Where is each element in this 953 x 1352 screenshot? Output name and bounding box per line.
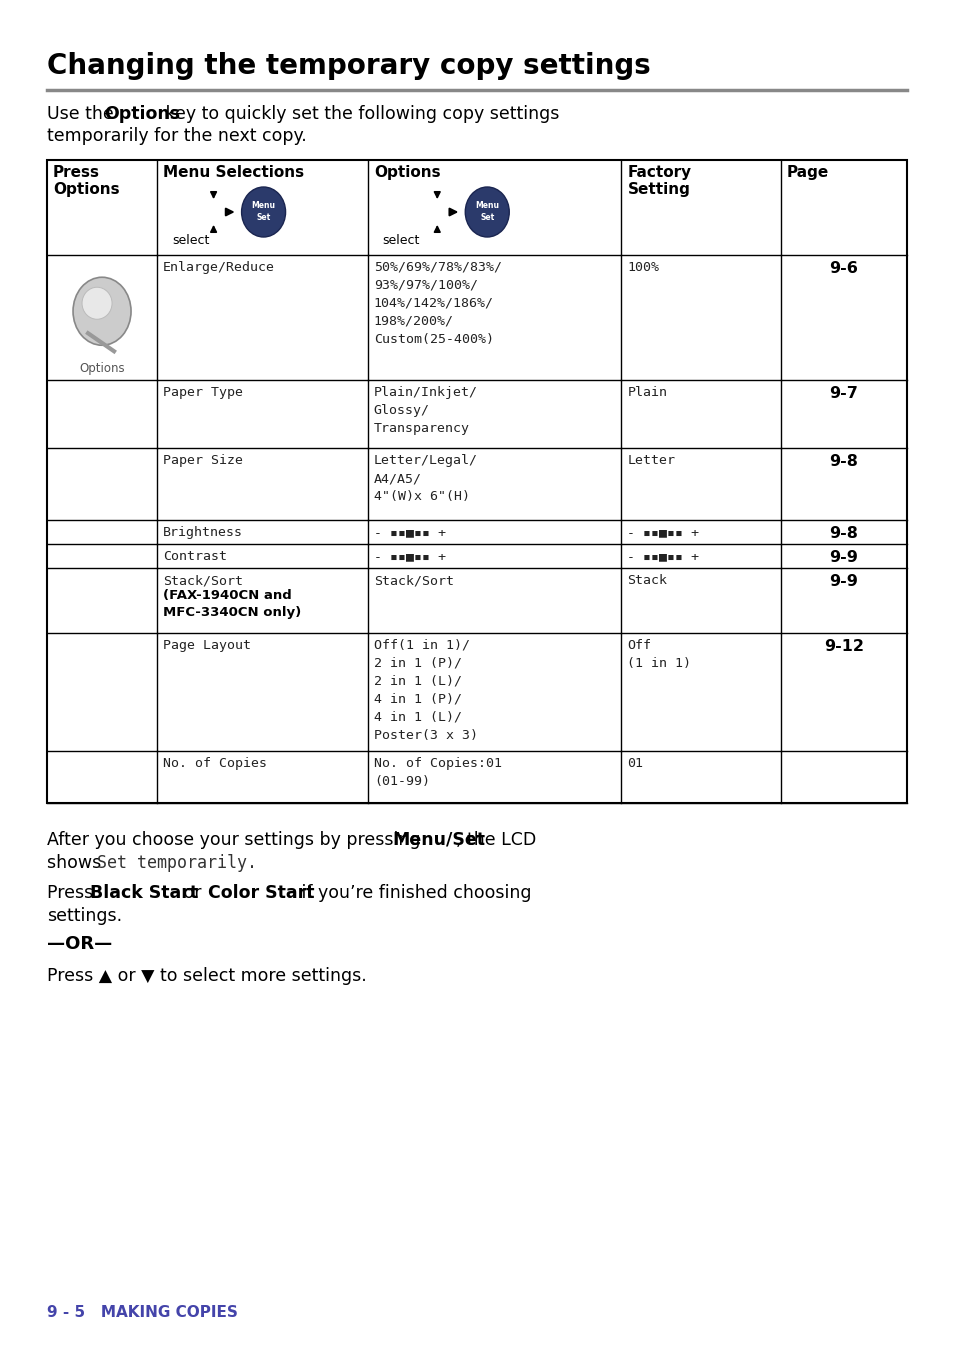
- Text: temporarily for the next copy.: temporarily for the next copy.: [47, 127, 307, 145]
- Text: select: select: [172, 234, 210, 247]
- Text: - ▪▪■▪▪ +: - ▪▪■▪▪ +: [374, 550, 445, 562]
- Text: Options: Options: [374, 165, 440, 180]
- Text: Off(1 in 1)/
2 in 1 (P)/
2 in 1 (L)/
4 in 1 (P)/
4 in 1 (L)/
Poster(3 x 3): Off(1 in 1)/ 2 in 1 (P)/ 2 in 1 (L)/ 4 i…: [374, 639, 477, 742]
- Text: No. of Copies:01
(01-99): No. of Copies:01 (01-99): [374, 757, 501, 788]
- Text: Set: Set: [256, 212, 271, 222]
- Text: Factory
Setting: Factory Setting: [627, 165, 691, 197]
- Text: or: or: [178, 884, 207, 902]
- Text: 9-9: 9-9: [828, 575, 858, 589]
- Ellipse shape: [73, 277, 131, 345]
- Text: Paper Size: Paper Size: [163, 454, 243, 466]
- Text: 9-9: 9-9: [828, 550, 858, 565]
- Text: Letter/Legal/
A4/A5/
4"(W)x 6"(H): Letter/Legal/ A4/A5/ 4"(W)x 6"(H): [374, 454, 477, 503]
- Text: shows: shows: [47, 854, 107, 872]
- Text: No. of Copies: No. of Copies: [163, 757, 267, 771]
- Text: Options: Options: [104, 105, 180, 123]
- Text: 01: 01: [627, 757, 643, 771]
- Text: key to quickly set the following copy settings: key to quickly set the following copy se…: [160, 105, 558, 123]
- Text: Color Start: Color Start: [208, 884, 314, 902]
- Text: Options: Options: [79, 362, 125, 375]
- Text: 9-8: 9-8: [828, 454, 858, 469]
- Text: Press
Options: Press Options: [53, 165, 119, 197]
- Text: Menu: Menu: [252, 200, 275, 210]
- Text: —OR—: —OR—: [47, 936, 112, 953]
- Text: - ▪▪■▪▪ +: - ▪▪■▪▪ +: [374, 526, 445, 539]
- Text: Menu/Set: Menu/Set: [392, 831, 484, 849]
- Text: settings.: settings.: [47, 907, 122, 925]
- Text: Plain/Inkjet/
Glossy/
Transparency: Plain/Inkjet/ Glossy/ Transparency: [374, 387, 477, 435]
- Text: 9 - 5   MAKING COPIES: 9 - 5 MAKING COPIES: [47, 1305, 237, 1320]
- Text: 9-6: 9-6: [828, 261, 858, 276]
- Text: Menu: Menu: [475, 200, 498, 210]
- Text: select: select: [382, 234, 419, 247]
- Text: Paper Type: Paper Type: [163, 387, 243, 399]
- Text: Press ▲ or ▼ to select more settings.: Press ▲ or ▼ to select more settings.: [47, 967, 366, 986]
- Text: Contrast: Contrast: [163, 550, 227, 562]
- Text: 50%/69%/78%/83%/
93%/97%/100%/
104%/142%/186%/
198%/200%/
Custom(25-400%): 50%/69%/78%/83%/ 93%/97%/100%/ 104%/142%…: [374, 261, 501, 346]
- Text: Stack: Stack: [627, 575, 667, 587]
- Text: (FAX-1940CN and: (FAX-1940CN and: [163, 589, 292, 602]
- Bar: [47, 160, 906, 803]
- Text: Page Layout: Page Layout: [163, 639, 251, 652]
- Text: Changing the temporary copy settings: Changing the temporary copy settings: [47, 51, 650, 80]
- Text: 9-8: 9-8: [828, 526, 858, 541]
- Text: Off
(1 in 1): Off (1 in 1): [627, 639, 691, 671]
- Text: if you’re finished choosing: if you’re finished choosing: [295, 884, 531, 902]
- Text: After you choose your settings by pressing: After you choose your settings by pressi…: [47, 831, 426, 849]
- Text: Press: Press: [47, 884, 99, 902]
- Text: Enlarge/Reduce: Enlarge/Reduce: [163, 261, 274, 274]
- Text: Page: Page: [786, 165, 828, 180]
- Ellipse shape: [465, 187, 509, 237]
- Text: Stack/Sort: Stack/Sort: [374, 575, 454, 587]
- Text: Set temporarily.: Set temporarily.: [97, 854, 256, 872]
- Text: Letter: Letter: [627, 454, 675, 466]
- Text: Black Start: Black Start: [90, 884, 198, 902]
- Text: Menu Selections: Menu Selections: [163, 165, 304, 180]
- Text: 100%: 100%: [627, 261, 659, 274]
- Ellipse shape: [241, 187, 285, 237]
- Text: Use the: Use the: [47, 105, 119, 123]
- Ellipse shape: [82, 287, 112, 319]
- Text: 9-7: 9-7: [828, 387, 858, 402]
- Text: 9-12: 9-12: [823, 639, 862, 654]
- Text: Set: Set: [479, 212, 494, 222]
- Text: Stack/Sort: Stack/Sort: [163, 575, 243, 587]
- Text: - ▪▪■▪▪ +: - ▪▪■▪▪ +: [627, 550, 699, 562]
- Text: Plain: Plain: [627, 387, 667, 399]
- Text: , the LCD: , the LCD: [456, 831, 536, 849]
- Text: Brightness: Brightness: [163, 526, 243, 539]
- Text: - ▪▪■▪▪ +: - ▪▪■▪▪ +: [627, 526, 699, 539]
- Text: MFC-3340CN only): MFC-3340CN only): [163, 606, 301, 619]
